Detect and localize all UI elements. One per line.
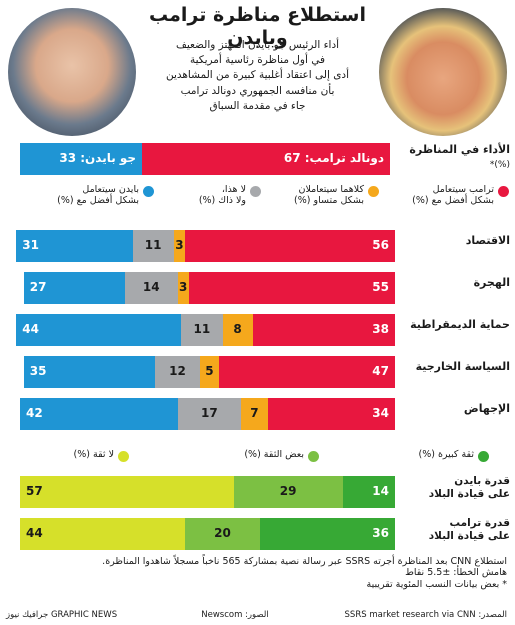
value-label: 55	[372, 280, 389, 294]
value-label: 29	[279, 484, 297, 498]
legend-label: بعض الثقة (%)	[244, 449, 304, 460]
bar-segment	[222, 314, 253, 346]
note: * بعض بيانات النسب المئوية تقريبية	[366, 578, 507, 590]
value-label: 8	[233, 322, 242, 336]
value-label: 3	[178, 280, 188, 294]
bar-segment	[20, 518, 185, 550]
value-label: 11	[144, 238, 162, 252]
value-label: 44	[26, 526, 43, 540]
category-label: حماية الديمقراطية	[410, 318, 510, 331]
note: استطلاع CNN بعد المناظرة أجرته SSRS عبر …	[102, 556, 507, 567]
bar-segment	[142, 143, 390, 175]
legend-swatch	[478, 451, 489, 462]
bar-segment	[200, 356, 219, 388]
photo-credit: الصور: Newscom	[201, 610, 269, 620]
bar-segment	[267, 398, 395, 430]
bar-segment	[20, 143, 143, 175]
bar-segment	[125, 272, 178, 304]
value-label: 3	[175, 238, 184, 252]
legend-label: لا ثقة (%)	[73, 449, 114, 460]
bar-segment	[188, 272, 395, 304]
bar-segment	[173, 230, 185, 262]
brand: GRAPHIC NEWS جرافيك نيوز	[6, 610, 118, 620]
legend-swatch	[250, 186, 261, 197]
bar-segment	[20, 398, 178, 430]
bar-segment	[185, 230, 395, 262]
value-label: 36	[372, 526, 389, 540]
source: المصدر: SSRS market research via CNN	[344, 610, 507, 620]
value-label: 34	[372, 406, 389, 420]
bar-segment	[155, 356, 200, 388]
bar-segment	[218, 356, 395, 388]
trump-photo	[379, 8, 507, 136]
bar-segment	[20, 476, 234, 508]
legend-swatch	[143, 186, 154, 197]
bar-segment	[241, 398, 268, 430]
legend-swatch	[308, 451, 319, 462]
legend-label: كلاهما سيتعاملان بشكل متساو (%)	[294, 184, 364, 207]
bar-segment	[233, 476, 343, 508]
bar-segment	[23, 356, 155, 388]
value-label: 38	[372, 322, 389, 336]
value-label: 31	[22, 238, 39, 252]
value-label: جو بايدن: 33	[59, 151, 137, 165]
bar-segment	[177, 272, 189, 304]
legend-label: بايدن سيتعامل بشكل أفضل مع (%)	[57, 184, 139, 207]
category-note: (%)*	[489, 160, 510, 170]
value-label: 42	[26, 406, 43, 420]
biden-photo	[8, 8, 136, 136]
title: استطلاع مناظرة ترامب وبايدن	[148, 4, 367, 49]
category-label: السياسة الخارجية	[415, 360, 510, 373]
bar-segment	[16, 230, 133, 262]
value-label: 57	[26, 484, 43, 498]
bar-segment	[252, 314, 395, 346]
value-label: 14	[372, 484, 389, 498]
value-label: 35	[29, 364, 47, 378]
value-label: 56	[372, 238, 389, 252]
value-label: 20	[214, 526, 231, 540]
value-label: 47	[372, 364, 389, 378]
bar-segment	[23, 272, 125, 304]
legend-swatch	[118, 451, 129, 462]
note: هامش الخطأ: ±5.5 نقاط	[405, 567, 507, 579]
legend-label: ترامب سيتعامل بشكل أفضل مع (%)	[412, 184, 494, 207]
value-label: 11	[193, 322, 211, 336]
footer-notes: استطلاع CNN بعد المناظرة أجرته SSRS عبر …	[10, 556, 507, 590]
bar-segment	[16, 314, 182, 346]
value-label: 17	[201, 406, 218, 420]
bar-segment	[181, 314, 223, 346]
category-label: الهجرة	[473, 276, 510, 289]
category-label: قدرة ترامب على قيادة البلاد	[428, 517, 510, 542]
subtitle: أداء الرئيس جو بايدن المهتز والضعيف في أ…	[165, 39, 350, 112]
value-label: 14	[142, 280, 160, 294]
value-label: دونالد ترامب: 67	[283, 151, 384, 165]
legend-label: لا هذا، ولا ذاك (%)	[198, 184, 246, 207]
bar-segment	[132, 230, 174, 262]
category-label: الأداء في المناظرة	[409, 143, 510, 156]
category-label: قدرة بايدن على قيادة البلاد	[428, 475, 510, 500]
category-label: الاقتصاد	[465, 234, 510, 247]
value-label: 7	[250, 406, 259, 420]
value-label: 27	[29, 280, 47, 294]
value-label: 12	[169, 364, 186, 378]
value-label: 5	[205, 364, 214, 378]
legend-swatch	[498, 186, 509, 197]
bar-segment	[185, 518, 260, 550]
bar-segment	[177, 398, 242, 430]
category-label: الإجهاض	[463, 402, 510, 415]
legend-swatch	[368, 186, 379, 197]
bar-segment	[260, 518, 395, 550]
bar-segment	[342, 476, 395, 508]
value-label: 44	[22, 322, 39, 336]
legend-label: ثقة كبيرة (%)	[418, 449, 475, 460]
